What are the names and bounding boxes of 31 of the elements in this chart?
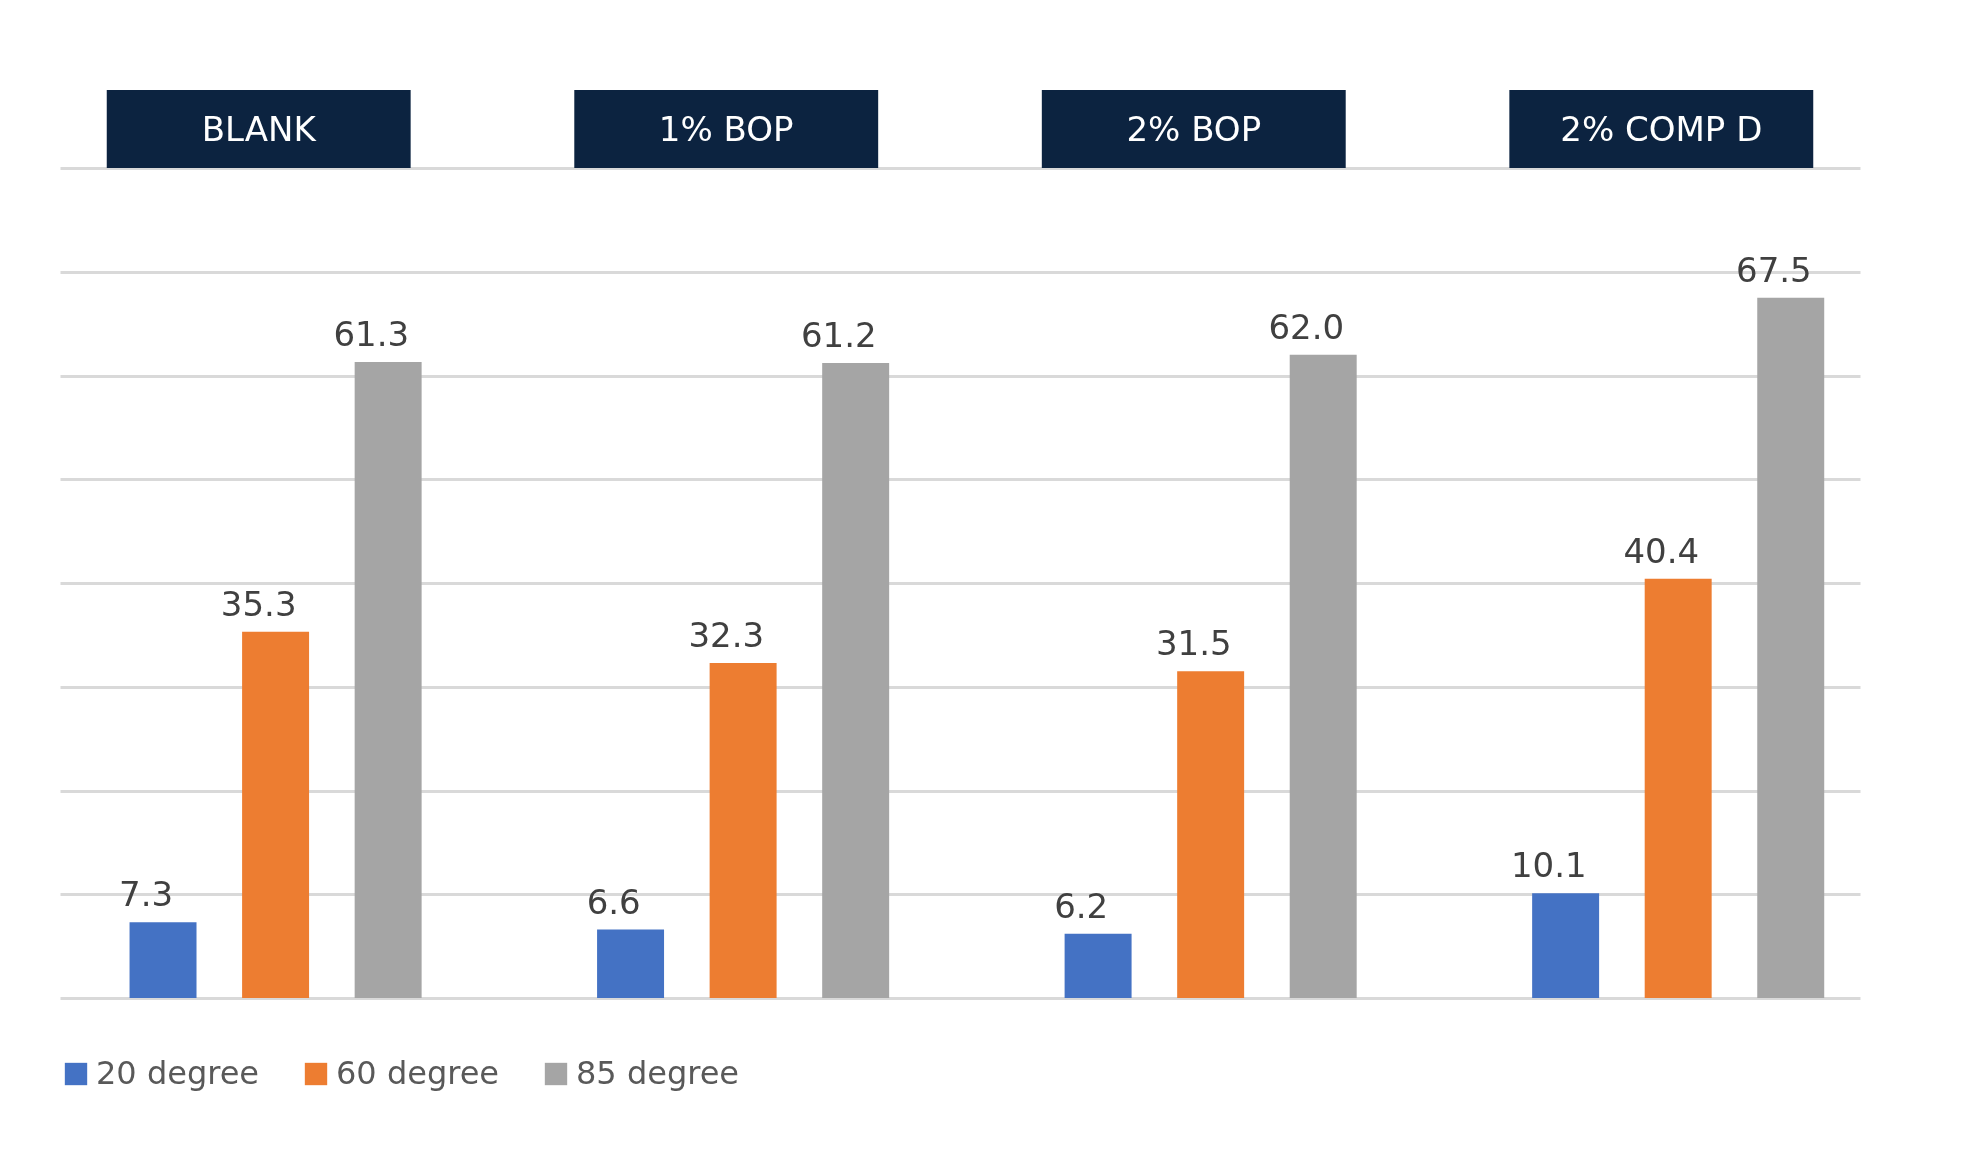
- bar: [1289, 354, 1357, 998]
- legend-label: 60 degree: [336, 1054, 500, 1092]
- bar: [129, 922, 197, 998]
- data-label: 62.0: [1268, 306, 1345, 347]
- bar: [822, 363, 890, 998]
- data-label: 61.2: [800, 315, 877, 356]
- data-label: 35.3: [220, 583, 297, 624]
- data-label: 67.5: [1736, 249, 1812, 290]
- bar: [709, 662, 777, 998]
- bar: [1757, 297, 1825, 998]
- data-label: 32.3: [688, 614, 765, 655]
- bar: [1177, 671, 1245, 998]
- data-label: 6.2: [1054, 885, 1109, 926]
- legend-label: 85 degree: [576, 1054, 740, 1092]
- bar: [1064, 933, 1132, 998]
- x-tick-label: 1% BOP: [658, 108, 794, 149]
- data-label: 31.5: [1155, 623, 1232, 664]
- bar: [597, 929, 665, 998]
- data-label: 7.3: [119, 874, 174, 915]
- data-label: 61.3: [333, 314, 410, 355]
- x-tick-label: BLANK: [201, 108, 318, 149]
- legend-label: 20 degree: [96, 1054, 260, 1092]
- bar: [1644, 578, 1712, 998]
- x-tick-label: 2% BOP: [1126, 108, 1262, 149]
- bar: [354, 362, 422, 998]
- data-label: 10.1: [1510, 845, 1587, 886]
- bar: [242, 631, 310, 998]
- data-label: 40.4: [1623, 530, 1700, 571]
- data-label: 6.6: [586, 881, 641, 922]
- bar: [1532, 893, 1600, 998]
- x-tick-label: 2% COMP D: [1560, 108, 1763, 149]
